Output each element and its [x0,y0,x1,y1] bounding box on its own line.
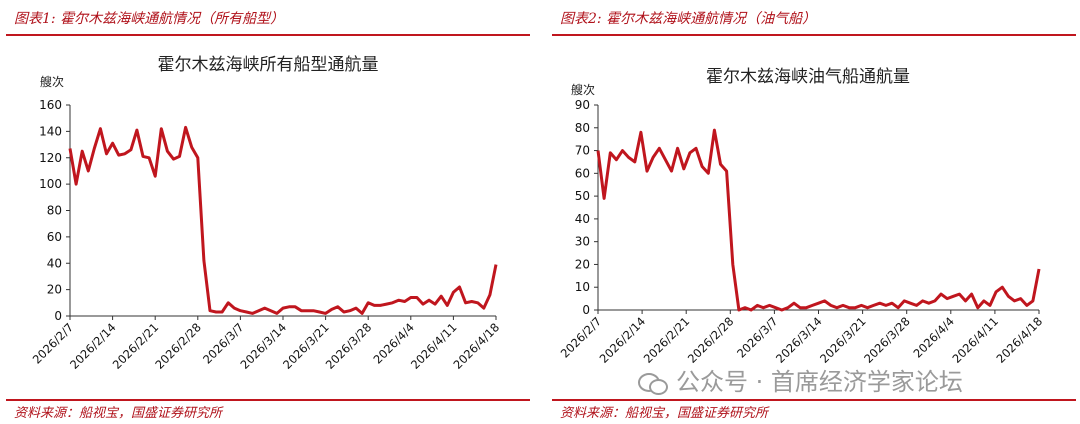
source-note: 资料来源：船视宝，国盛证券研究所 [560,406,769,421]
y-axis-unit-label: 艘次 [571,82,595,97]
y-tick-label: 30 [575,235,590,249]
watermark: 公众号 · 首席经济学家论坛 [638,362,963,402]
y-tick-label: 20 [47,283,62,297]
x-tick-label: 2026/3/7 [734,314,780,360]
figure-caption: 图表2: 霍尔木兹海峡通航情况（油气船） [560,11,817,27]
chart-title: 霍尔木兹海峡油气船通航量 [706,67,910,87]
bottom-divider [6,399,530,401]
top-divider [552,34,1076,36]
x-tick-label: 2026/3/28 [323,320,375,372]
y-tick-label: 60 [575,166,590,180]
wechat-icon [638,371,668,395]
chart-title: 霍尔木兹海峡所有船型通航量 [158,55,379,75]
series-line [68,125,498,315]
y-axis-unit-label: 艘次 [40,74,64,89]
y-tick-label: 80 [47,204,62,218]
bottom-divider [552,399,1076,401]
x-tick-label: 2026/2/28 [685,314,737,366]
top-divider [6,34,530,36]
x-tick-label: 2026/3/28 [861,314,913,366]
y-tick-label: 80 [575,121,590,135]
y-tick-label: 70 [575,144,590,158]
y-tick-label: 160 [39,98,62,112]
y-tick-label: 100 [39,177,62,191]
x-tick-label: 2026/2/28 [152,320,204,372]
source-note: 资料来源：船视宝，国盛证券研究所 [14,406,223,421]
x-tick-label: 2026/3/21 [817,314,869,366]
y-tick-label: 40 [575,212,590,226]
y-tick-label: 20 [575,257,590,271]
x-tick-label: 2026/2/21 [641,314,693,366]
x-tick-label: 2026/2/7 [558,314,604,360]
y-tick-label: 40 [47,256,62,270]
watermark-text: 公众号 · 首席经济学家论坛 [676,368,963,396]
y-tick-label: 10 [575,280,590,294]
x-tick-label: 2026/4/11 [949,314,1001,366]
x-tick-label: 2026/4/4 [910,314,956,360]
x-tick-label: 2026/4/18 [994,314,1046,366]
figure-caption: 图表1: 霍尔木兹海峡通航情况（所有船型） [14,11,285,27]
x-tick-label: 2026/3/14 [773,314,825,366]
y-tick-label: 140 [39,124,62,138]
y-tick-label: 60 [47,230,62,244]
y-tick-label: 120 [39,151,62,165]
y-tick-label: 0 [54,309,62,323]
right-figure-panel: 图表2: 霍尔木兹海峡通航情况（油气船） 霍尔木兹海峡油气船通航量艘次 0 10 20… [546,0,1080,424]
y-tick-label: 50 [575,189,590,203]
left-figure-panel: 图表1: 霍尔木兹海峡通航情况（所有船型） 霍尔木兹海峡所有船型通航量艘次 0 20… [0,0,534,424]
series-line [596,128,1041,312]
y-tick-label: 90 [575,98,590,112]
x-tick-label: 2026/4/18 [451,320,503,372]
x-tick-label: 2026/2/14 [597,314,649,366]
y-tick-label: 0 [582,303,590,317]
